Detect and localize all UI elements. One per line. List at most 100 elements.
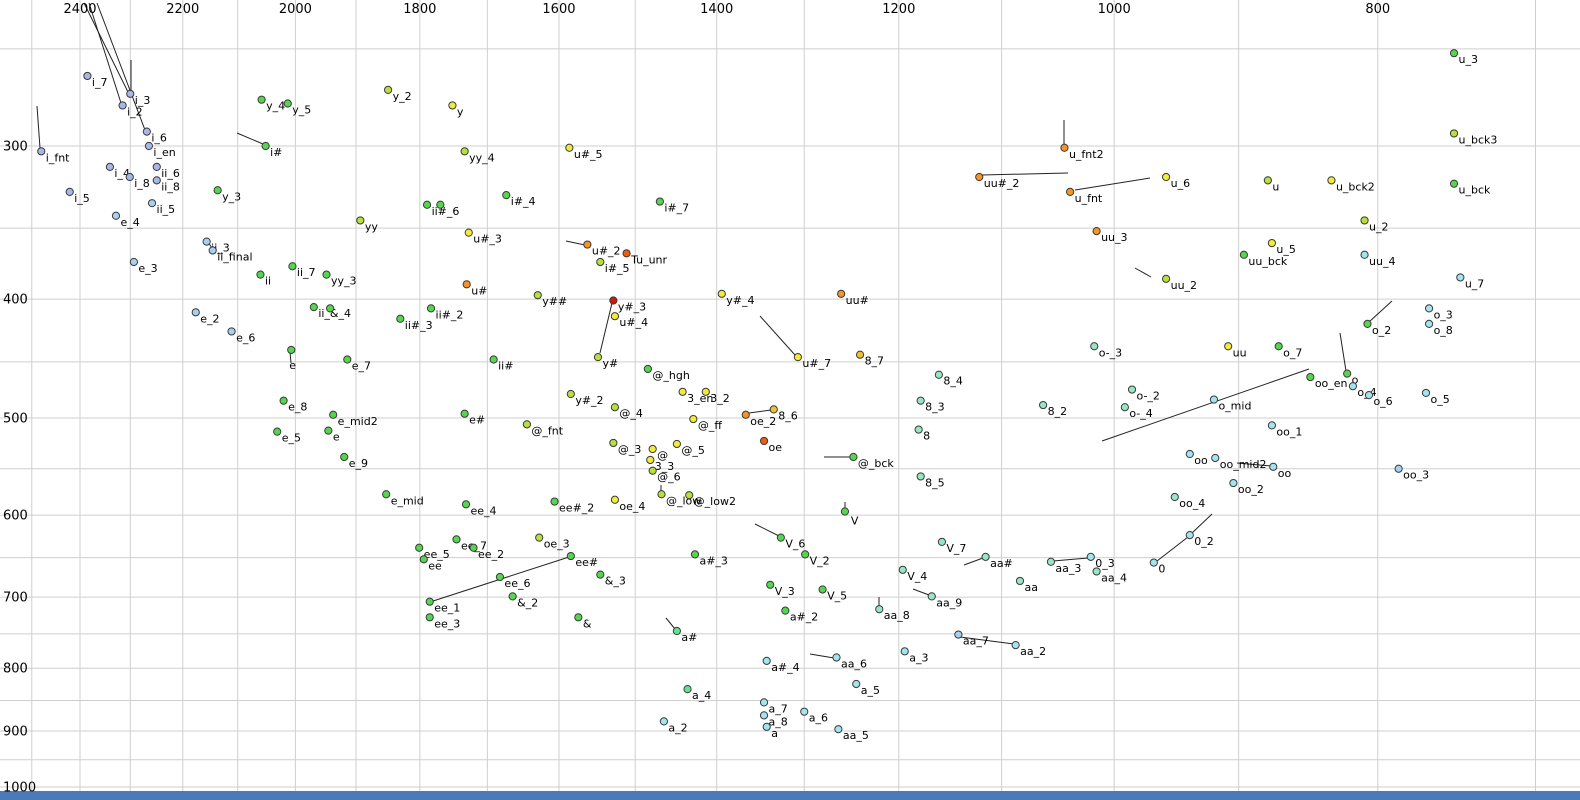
point-label: 8 — [923, 430, 930, 443]
data-point — [1015, 576, 1025, 586]
data-point — [1424, 304, 1434, 313]
data-point — [849, 452, 858, 462]
data-point — [648, 466, 657, 475]
data-point — [142, 127, 151, 136]
data-point — [583, 240, 592, 249]
point-label: @_3 — [618, 443, 642, 456]
point-label: ee_1 — [434, 602, 460, 615]
point-label: i_3 — [135, 94, 151, 107]
data-point — [800, 707, 809, 716]
data-point — [340, 452, 349, 462]
x-tick-label: 2000 — [279, 2, 312, 17]
point-label: ii_final — [217, 250, 252, 263]
point-label: Tu_unr — [630, 253, 667, 266]
data-point — [981, 552, 990, 561]
data-point — [741, 410, 750, 419]
point-label: uu_3 — [1101, 231, 1127, 244]
point-label: oo — [1194, 454, 1208, 467]
point-label: yy — [365, 220, 379, 233]
data-point — [1011, 641, 1020, 650]
data-point — [565, 143, 574, 152]
point-label: i_5 — [74, 192, 90, 205]
data-point — [1449, 129, 1459, 138]
data-point — [1161, 172, 1171, 182]
point-label: aa_9 — [936, 596, 962, 609]
point-label: ii_7 — [297, 266, 316, 279]
data-point — [1269, 462, 1278, 471]
horizontal-scrollbar[interactable] — [0, 791, 1580, 800]
data-point — [419, 555, 428, 564]
data-point — [508, 592, 517, 601]
point-label: 8_6 — [778, 409, 798, 422]
data-point — [322, 270, 331, 279]
point-label: a_7 — [769, 702, 788, 715]
data-point — [448, 101, 457, 110]
point-label: 0 — [1158, 563, 1165, 576]
point-label: a_8 — [769, 715, 788, 728]
data-point — [916, 472, 925, 481]
point-label: e_9 — [349, 457, 368, 470]
point-label: 8_3 — [925, 401, 945, 414]
y-tick-label: 700 — [3, 591, 28, 606]
data-point — [832, 653, 841, 662]
leader-line — [959, 636, 1015, 645]
y-tick-label: 1000 — [3, 781, 36, 796]
data-point — [1449, 179, 1459, 188]
point-label: i_fnt — [46, 151, 70, 164]
point-label: ii# — [498, 360, 513, 373]
point-label: aa_6 — [841, 657, 867, 670]
point-label: ee — [428, 559, 442, 572]
data-point — [1239, 250, 1248, 259]
data-point — [422, 200, 432, 209]
data-point — [566, 551, 575, 561]
leader-line — [754, 523, 780, 537]
point-label: 0_2 — [1194, 535, 1214, 548]
point-label: e_mid2 — [338, 415, 378, 428]
point-label: ii_&_4 — [318, 307, 351, 320]
point-label: &_3 — [605, 575, 626, 588]
data-point — [384, 85, 393, 95]
point-label: u_fnt2 — [1069, 148, 1104, 161]
point-label: oo_4 — [1179, 497, 1205, 510]
point-label: a# — [681, 631, 697, 644]
point-label: &_2 — [517, 596, 538, 609]
point-label: ii — [265, 275, 271, 288]
leader-line — [599, 302, 613, 354]
data-point — [678, 387, 687, 396]
data-point — [916, 396, 925, 405]
point-label: oe_4 — [619, 500, 645, 513]
y-tick-label: 400 — [3, 293, 28, 308]
point-label: i_en — [153, 146, 175, 159]
data-point — [622, 249, 631, 258]
data-point — [1449, 49, 1459, 58]
data-point — [309, 303, 318, 312]
point-label: y — [457, 105, 464, 118]
point-label: ii_5 — [157, 203, 176, 216]
data-point — [425, 597, 434, 606]
data-point — [191, 308, 200, 317]
point-label: ee# — [575, 556, 598, 569]
leader-line — [1368, 300, 1393, 323]
data-point — [1348, 382, 1358, 391]
data-point — [1394, 464, 1403, 473]
point-label: u# — [471, 284, 487, 297]
point-label: aa_2 — [1020, 645, 1046, 658]
point-label: o_7 — [1283, 346, 1302, 359]
leader-line — [665, 617, 676, 630]
data-point — [1267, 238, 1277, 248]
data-point — [685, 491, 694, 500]
point-label: uu — [1233, 346, 1247, 359]
data-point — [324, 426, 333, 435]
data-point — [914, 425, 923, 434]
point-label: @_low2 — [694, 495, 736, 508]
point-label: y#_4 — [726, 294, 754, 307]
data-point — [452, 535, 461, 544]
point-label: @_ff — [698, 419, 723, 432]
point-label: u#_5 — [574, 148, 603, 161]
data-point — [1127, 385, 1137, 394]
data-point — [125, 172, 134, 182]
point-label: V_4 — [907, 570, 927, 583]
data-point — [759, 436, 769, 446]
leader-line — [88, 2, 122, 104]
point-label: u_bck2 — [1336, 180, 1375, 193]
